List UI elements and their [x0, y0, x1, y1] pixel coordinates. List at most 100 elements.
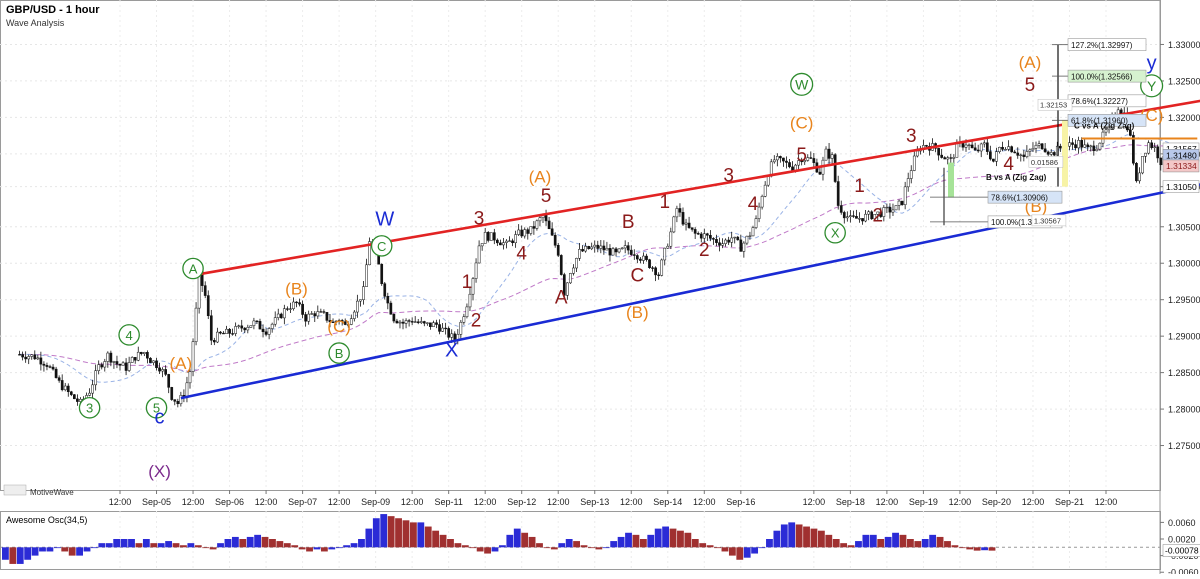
candle-body [648, 259, 651, 268]
osc-bar [654, 528, 662, 548]
chart-title: GBP/USD - 1 hour [6, 4, 100, 16]
candle-body [496, 239, 499, 244]
wave-label: 4 [1003, 154, 1014, 175]
candle-body [191, 341, 195, 372]
candle-body [709, 235, 712, 239]
candle-body [547, 220, 551, 230]
candle-body [925, 145, 928, 147]
candle-body [584, 246, 587, 252]
candle-body [845, 216, 849, 219]
osc-bar [276, 541, 284, 548]
wave-label: (A) [170, 354, 193, 373]
candle-body [721, 243, 724, 246]
candle-body [331, 321, 335, 323]
candle-body [240, 325, 244, 329]
osc-bar [751, 547, 759, 554]
osc-bar [499, 545, 506, 548]
wave-label: (B) [285, 280, 308, 299]
osc-bar [39, 547, 46, 552]
osc-bar [454, 543, 462, 548]
candle-body [115, 361, 119, 365]
osc-bar [810, 528, 818, 548]
candle-body [188, 371, 192, 384]
candle-body [830, 154, 834, 159]
osc-bar [313, 547, 321, 550]
candle-body [313, 313, 317, 317]
osc-bar [728, 547, 736, 556]
price-tag-box [1162, 159, 1200, 173]
candle-body [885, 206, 889, 209]
candle-body [1083, 144, 1087, 148]
time-tick-label: Sep-07 [288, 497, 317, 507]
candle-body [946, 157, 950, 160]
candle-body [438, 324, 441, 332]
osc-bar [469, 547, 477, 549]
candle-body [170, 387, 174, 400]
candle-body [1095, 148, 1099, 152]
osc-bar [691, 539, 699, 548]
candle-body [888, 206, 892, 213]
osc-bar [231, 536, 239, 548]
osc-bar [261, 536, 269, 548]
candle-body [1046, 151, 1050, 155]
candle-body [94, 370, 98, 386]
candle-body [124, 362, 128, 371]
time-tick-label: 12:00 [1095, 497, 1118, 507]
candle-body [566, 282, 569, 296]
osc-bar [506, 534, 514, 548]
wave-label: (X) [148, 462, 171, 481]
candle-body [782, 157, 785, 162]
candle-body [602, 245, 606, 251]
candle-body [535, 220, 539, 229]
wave-label-circle [370, 235, 393, 257]
fib-b-level-label: 78.6%(1.30906) [991, 193, 1048, 202]
fib-b-level-label: 100.0%(1.30567) [991, 218, 1053, 227]
candle-body [1022, 154, 1026, 157]
osc-bar [358, 539, 365, 548]
fib-b-title: B vs A (Zig Zag) [986, 173, 1047, 182]
candle-body [441, 327, 444, 332]
candle-body [492, 232, 496, 241]
candle-body [24, 356, 28, 360]
candle-body [855, 216, 858, 219]
osc-bars [2, 514, 996, 564]
osc-bar [387, 516, 395, 548]
osc-bar [521, 532, 529, 548]
candle-body [1098, 142, 1102, 150]
candle-body [325, 312, 329, 321]
candle-body [356, 300, 359, 313]
candle-body [368, 241, 371, 266]
candle-body [1049, 152, 1053, 155]
osc-bar [647, 534, 655, 548]
candle-body [432, 322, 435, 327]
candle-body [651, 267, 654, 269]
candle-body [520, 229, 524, 237]
candle-body [407, 320, 411, 322]
osc-bar [187, 543, 195, 548]
candle-body [1119, 109, 1123, 114]
candle-body [827, 148, 831, 159]
osc-bar [283, 543, 291, 548]
osc-bar [773, 530, 781, 548]
candle-body [1135, 162, 1138, 182]
candle-body [258, 321, 262, 330]
candle-body [246, 327, 250, 331]
candle-body [626, 245, 630, 251]
candle-body [992, 158, 995, 162]
candle-body [404, 320, 408, 324]
wave-label: 2 [872, 206, 883, 227]
candle-body [334, 320, 338, 323]
time-tick-label: 12:00 [1022, 497, 1045, 507]
candle-body [559, 255, 563, 275]
candle-body [474, 262, 478, 279]
osc-bar [417, 522, 425, 548]
candle-body [21, 354, 24, 358]
wave-label-circle [824, 221, 846, 244]
fib-c-level-box [1067, 38, 1147, 51]
osc-bar [669, 528, 677, 548]
osc-bar [595, 547, 603, 550]
candle-body [754, 218, 758, 228]
price-tag-label: 1.31334 [1166, 161, 1197, 171]
candle-body [416, 321, 420, 323]
candle-body [1013, 151, 1017, 154]
